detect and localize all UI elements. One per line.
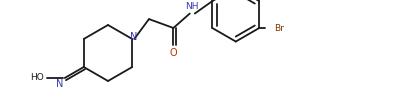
Text: N: N [129, 32, 137, 42]
Text: NH: NH [184, 1, 198, 11]
Text: O: O [169, 48, 177, 58]
Text: Br: Br [274, 24, 283, 33]
Text: N: N [56, 79, 63, 89]
Text: HO: HO [30, 74, 44, 82]
